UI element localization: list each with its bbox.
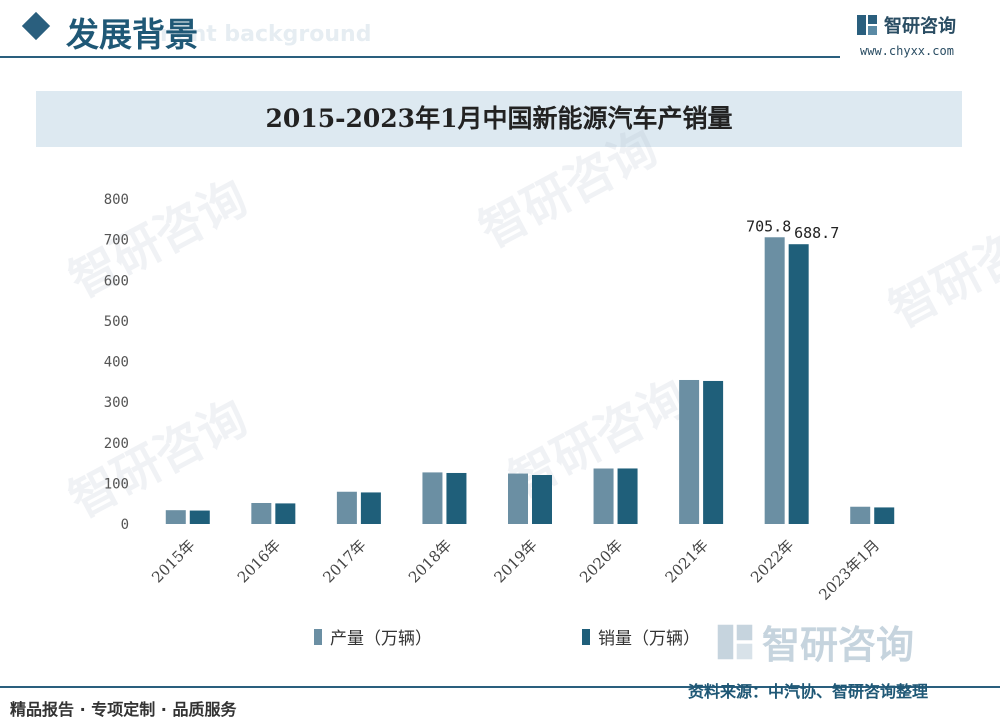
y-tick-label: 300 bbox=[104, 395, 129, 411]
bar-sales bbox=[617, 468, 638, 524]
legend-swatch-production bbox=[314, 628, 322, 645]
brand-watermark-icon bbox=[717, 624, 753, 659]
y-tick-label: 100 bbox=[104, 476, 129, 492]
x-tick-label: 2023年1月 bbox=[815, 536, 883, 604]
x-tick-label: 2019年 bbox=[490, 536, 540, 586]
section-title: 发展背景 bbox=[66, 15, 198, 54]
y-tick-label: 400 bbox=[104, 355, 129, 371]
chart-title: 2015-2023年1月中国新能源汽车产销量 bbox=[265, 104, 733, 133]
bar-sales bbox=[275, 503, 296, 524]
bar-production bbox=[251, 502, 272, 524]
y-tick-label: 700 bbox=[104, 233, 129, 249]
footer-divider bbox=[0, 686, 1000, 688]
legend-label-production: 产量（万辆） bbox=[330, 629, 432, 649]
brand-watermark-name: 智研咨询 bbox=[762, 623, 915, 667]
bar-sales bbox=[360, 492, 381, 524]
bar-sales bbox=[874, 507, 895, 524]
y-tick-label: 0 bbox=[121, 517, 129, 533]
x-tick-label: 2020年 bbox=[576, 536, 626, 586]
y-tick-label: 600 bbox=[104, 273, 129, 289]
data-label: 688.7 bbox=[794, 224, 839, 242]
bar-production bbox=[593, 468, 614, 524]
bar-production bbox=[508, 473, 528, 524]
legend-item-sales: 销量（万辆） bbox=[582, 624, 700, 649]
x-tick-label: 2022年 bbox=[747, 536, 797, 586]
y-tick-label: 500 bbox=[104, 314, 129, 330]
bar-production bbox=[165, 510, 186, 524]
bar-production bbox=[422, 472, 443, 524]
brand-name: 智研咨询 bbox=[884, 16, 956, 37]
footer-slogan: 精品报告 · 专项定制 · 品质服务 bbox=[10, 700, 237, 719]
legend-label-sales: 销量（万辆） bbox=[598, 629, 700, 649]
x-tick-label: 2015年 bbox=[148, 536, 198, 586]
section-title-english: nent background bbox=[160, 22, 372, 47]
brand-url: www.chyxx.com bbox=[860, 44, 954, 58]
bar-sales bbox=[189, 510, 210, 524]
footer-source: 资料来源：中汽协、智研咨询整理 bbox=[688, 682, 929, 701]
x-tick-label: 2017年 bbox=[319, 536, 369, 586]
bar-sales bbox=[703, 380, 724, 524]
x-tick-label: 2016年 bbox=[234, 536, 284, 586]
brand-logo: 智研咨询 bbox=[856, 12, 956, 38]
brand-watermark-logo: 智研咨询 bbox=[716, 614, 914, 669]
bar-production bbox=[764, 237, 785, 525]
bar-sales bbox=[788, 244, 809, 524]
chart-title-band bbox=[36, 91, 962, 147]
x-tick-label: 2021年 bbox=[662, 536, 712, 586]
bar-sales bbox=[532, 475, 552, 524]
y-tick-label: 200 bbox=[104, 436, 129, 452]
bar-production bbox=[336, 491, 357, 524]
x-tick-label: 2018年 bbox=[405, 536, 455, 586]
brand-logo-icon bbox=[857, 15, 877, 35]
legend-item-production: 产量（万辆） bbox=[314, 624, 432, 649]
data-label: 705.8 bbox=[746, 217, 791, 235]
y-tick-label: 800 bbox=[104, 192, 129, 208]
header-divider bbox=[0, 56, 840, 58]
bar-sales bbox=[446, 472, 467, 524]
section-header: nent background 发展背景 智研咨询 www.chyxx.com bbox=[0, 0, 1000, 64]
legend-swatch-sales bbox=[582, 628, 590, 645]
bar-production bbox=[850, 506, 871, 524]
bar-production bbox=[679, 379, 700, 524]
